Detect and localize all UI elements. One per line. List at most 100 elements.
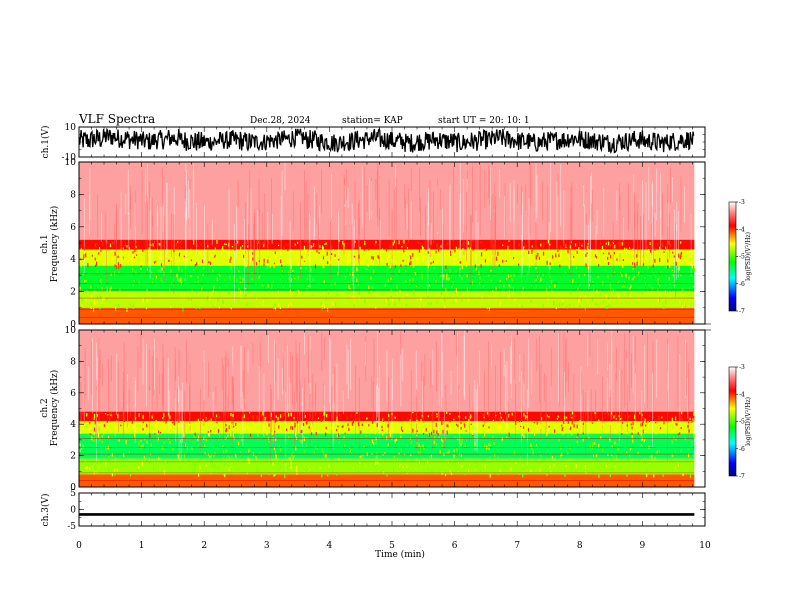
spectrogram-speckle	[115, 424, 117, 429]
spectrogram-speckle	[111, 473, 114, 477]
spectrogram-speckle	[596, 289, 598, 293]
spectrogram-speckle	[243, 461, 245, 465]
spectrogram-speckle	[682, 431, 684, 434]
spectrogram-speckle	[172, 447, 174, 451]
spectrogram-speckle	[352, 419, 354, 424]
spectrogram-speckle	[310, 432, 313, 436]
spectrogram-speckle	[655, 276, 657, 278]
spectrogram-speckle	[429, 259, 432, 261]
spectrogram-speckle	[595, 302, 597, 306]
spectrogram-speckle	[418, 249, 420, 253]
spectrogram-speckle	[133, 256, 136, 259]
spectrogram-speckle	[155, 419, 157, 423]
spectrogram-speckle	[495, 292, 497, 297]
spectrogram-speckle	[318, 248, 320, 250]
spectrogram-speckle	[306, 278, 308, 280]
spectrogram-speckle	[509, 285, 511, 289]
spectrogram-speckle	[109, 423, 111, 426]
spectrogram-speckle	[367, 264, 369, 267]
spectrogram-speckle	[339, 429, 341, 433]
spectrogram-speckle	[177, 252, 179, 255]
spectrogram-speckle	[659, 427, 662, 430]
spectrogram-speckle	[621, 422, 624, 424]
spectrogram-speckle	[241, 255, 243, 259]
spectrogram-speckle	[152, 278, 154, 280]
spectrogram-speckle	[132, 268, 134, 273]
spectrogram-speckle	[237, 441, 240, 446]
spectrogram-speckle	[214, 256, 216, 258]
spectrogram-speckle	[383, 429, 385, 431]
spectrogram-speckle	[101, 301, 103, 304]
spectrogram-speckle	[338, 413, 340, 416]
spectrogram-speckle	[103, 294, 105, 299]
spectrogram-speckle	[680, 274, 682, 277]
spectrogram-speckle	[219, 415, 221, 420]
spectrogram-speckle	[116, 420, 118, 422]
spectrogram-speckle	[155, 240, 157, 242]
spectrogram-speckle	[513, 272, 515, 277]
spectrogram-speckle	[322, 246, 324, 250]
spectrogram-speckle	[336, 427, 338, 429]
spectrogram-speckle	[587, 248, 589, 253]
colorbar-tick-label: -4	[739, 226, 745, 233]
spectrogram-speckle	[526, 412, 528, 415]
spectrogram-speckle	[468, 288, 470, 291]
spectrogram-speckle	[306, 419, 308, 424]
spectrogram-speckle	[495, 286, 497, 291]
spectrogram-speckle	[449, 423, 451, 425]
spectrogram-speckle	[511, 412, 513, 416]
spectrogram-speckle	[110, 273, 112, 276]
spectrogram-speckle	[141, 444, 143, 448]
spectrogram-speckle	[567, 452, 569, 455]
spectrogram-speckle	[498, 442, 501, 447]
spectrogram-speckle	[131, 421, 133, 424]
spectrogram-speckle	[603, 469, 605, 472]
spectrogram-speckle	[483, 443, 486, 448]
spectrogram-speckle	[659, 284, 661, 288]
spectrogram-speckle	[581, 244, 583, 247]
spectrogram-speckle	[589, 305, 591, 308]
spectrogram-speckle	[507, 274, 510, 278]
colorbar-label: log(PSD)(V²/Hz)	[745, 397, 752, 446]
spectrogram-speckle	[579, 420, 581, 424]
spectrogram-speckle	[508, 290, 511, 294]
spectrogram-speckle	[580, 296, 582, 299]
spectrogram-speckle	[436, 301, 438, 304]
spectrogram-speckle	[453, 454, 455, 459]
spectrogram-speckle	[230, 262, 232, 266]
spectrogram-speckle	[348, 284, 350, 289]
spectrogram-speckle	[236, 279, 238, 282]
spectrogram-speckle	[111, 414, 113, 419]
spectrogram-speckle	[349, 425, 351, 430]
spectrogram-speckle	[103, 430, 105, 435]
spectrogram-speckle	[594, 254, 597, 258]
spectrogram-speckle	[349, 450, 351, 453]
spectrogram-speckle	[428, 248, 430, 252]
spectrogram-speckle	[630, 423, 632, 426]
spectrogram-speckle	[235, 454, 237, 459]
spectrogram-speckle	[249, 433, 252, 437]
spectrogram-speckle	[466, 274, 468, 278]
spectrogram-speckle	[468, 418, 470, 422]
spectrogram-speckle	[640, 444, 642, 446]
spectrogram-speckle	[567, 249, 569, 254]
spectrogram-speckle	[617, 282, 619, 284]
y-tick-label: 10	[65, 158, 77, 168]
spectrogram-speckle	[663, 251, 665, 253]
spectrogram-speckle	[275, 306, 277, 309]
y-tick-label: 2	[70, 288, 76, 298]
spectrogram-speckle	[95, 261, 98, 266]
spectrogram-speckle	[177, 246, 179, 250]
spectrogram-speckle	[562, 301, 564, 306]
spectrogram-speckle	[145, 307, 148, 310]
spectrogram-speckle	[423, 249, 425, 252]
spectrogram-speckle	[626, 424, 628, 427]
spectrogram-speckle	[99, 307, 101, 311]
spectrogram-speckle	[368, 424, 370, 427]
spectrogram-speckle	[252, 416, 255, 420]
spectrogram-speckle	[577, 287, 579, 291]
spectrogram-speckle	[354, 262, 356, 265]
spectrogram-speckle	[494, 454, 496, 457]
spectrogram-speckle	[559, 257, 562, 261]
spectrogram-speckle	[659, 258, 661, 263]
